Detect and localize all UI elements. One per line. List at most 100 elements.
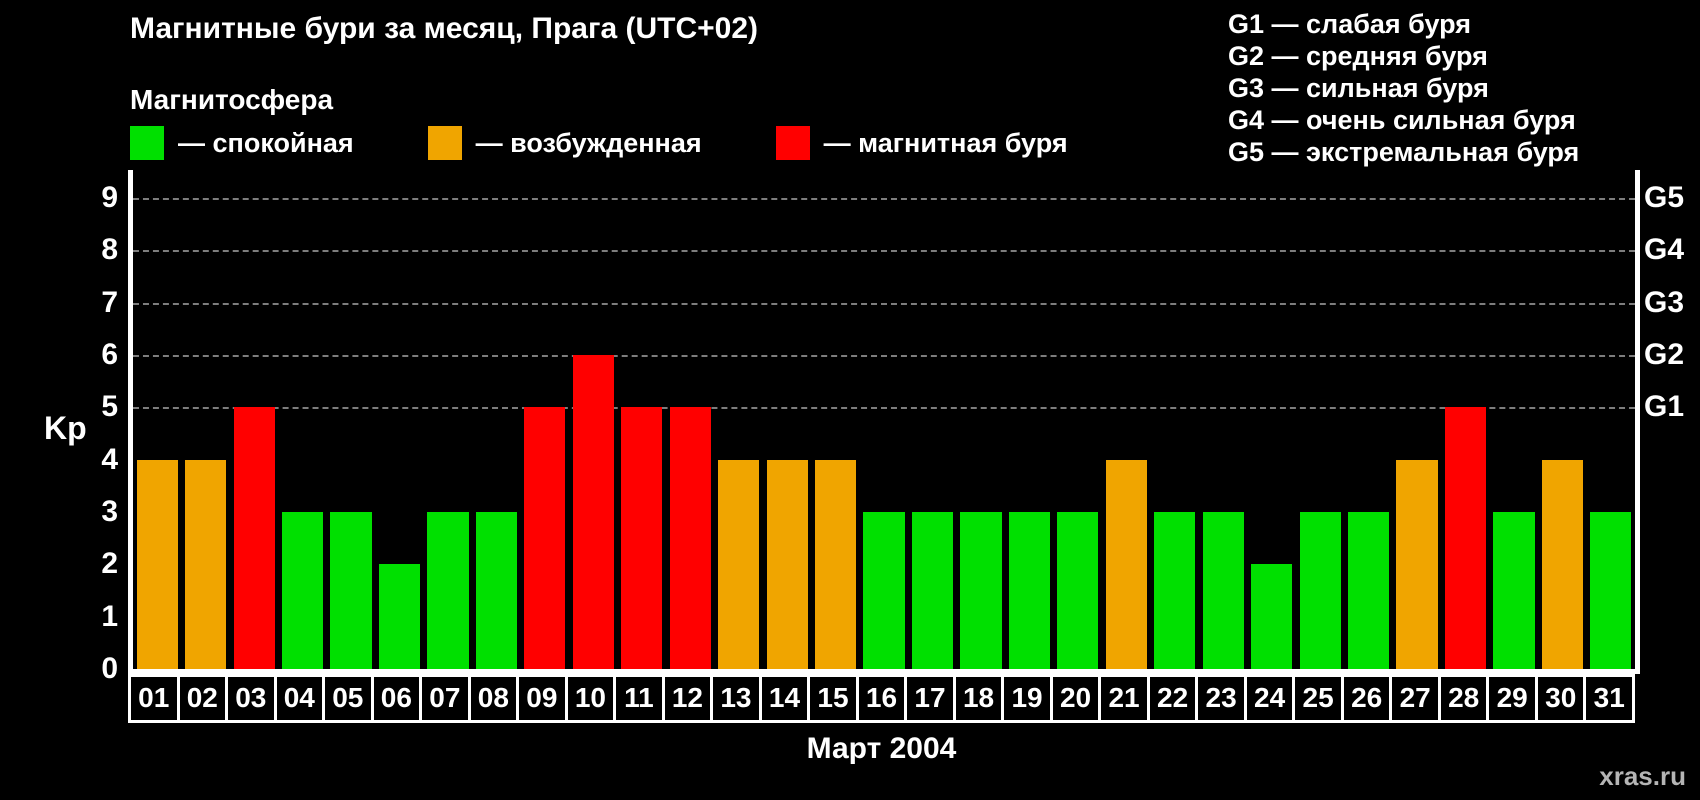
bar [1444,407,1487,669]
bar-slot [1199,170,1247,669]
day-label-cell: 14 [758,674,811,723]
bar-slot [424,170,472,669]
day-label-cell: 01 [128,674,180,723]
y-tick-label: 2 [101,547,118,581]
day-label-cell: 09 [516,674,568,723]
bar-slot [1005,170,1053,669]
g-tick-label: G3 [1644,285,1685,319]
bar-slot [1296,170,1344,669]
bar [475,512,517,669]
gridline [133,355,1635,357]
day-label-cell: 06 [370,674,423,723]
bar-slot [1247,170,1295,669]
storm-swatch [775,126,810,160]
day-label-cell: 26 [1340,674,1393,723]
bar [1202,512,1244,669]
bar-slot [908,170,956,669]
bar-slot [1441,170,1489,669]
g-tick-label: G1 [1644,390,1685,424]
day-label-cell: 21 [1098,674,1150,723]
bar-slot [230,170,278,669]
y-tick-label: 0 [101,652,118,685]
right-axis-ticks: G1 G2 G3 G4 G5 [1644,170,1700,669]
day-label-cell: 13 [710,674,762,723]
y-tick-label: 6 [101,338,118,371]
y-tick-label: 3 [101,495,118,528]
bar [1057,512,1099,669]
bar [1154,512,1196,669]
day-label-cell: 19 [1001,674,1053,723]
g-legend-line: G3 — сильная буря [1228,73,1489,103]
bar [1299,512,1341,669]
bar-slot [957,170,1005,669]
bar [1105,459,1147,669]
bar-slot [860,170,908,669]
bar [572,355,614,669]
y-tick-label: 8 [101,233,118,267]
g-legend-line: G2 — средняя буря [1228,41,1488,71]
day-label-cell: 05 [322,674,374,723]
state-legend: — спокойная — возбужденная — магнитная б… [130,126,1068,160]
bar [669,407,711,669]
day-label-cell: 24 [1243,674,1296,723]
bar [233,407,275,669]
day-label-cell: 20 [1049,674,1102,723]
day-label-cell: 30 [1534,674,1587,723]
gridline [133,302,1635,305]
bar-slot [278,170,326,669]
bar [814,459,857,669]
excited-swatch [427,126,462,160]
bar [427,512,469,669]
x-axis-title: Март 2004 [806,732,957,765]
bar-slot [763,170,811,669]
y-axis-label: Kp [44,410,87,446]
bar [863,512,905,669]
bars-container [133,170,1635,669]
watermark: xras.ru [1599,761,1686,791]
chart-title: Магнитные бури за месяц, Прага (UTC+02) [130,12,759,45]
day-label-cell: 07 [419,674,471,723]
bar [1347,512,1390,669]
day-label-cell: 04 [273,674,326,723]
bar-slot [1054,170,1102,669]
y-tick-label: 9 [101,181,118,214]
bar-slot [1344,170,1392,669]
bar [1396,459,1438,669]
day-label-cell: 29 [1486,674,1538,723]
day-label-cell: 12 [661,674,714,723]
legend-item-quiet: — спокойная [130,126,354,160]
y-tick-label: 5 [101,390,118,424]
bar-slot [1393,170,1441,669]
gridline [133,198,1635,200]
bar-slot [327,170,375,669]
bar-slot [181,170,229,669]
day-label-cell: 10 [564,674,617,723]
quiet-swatch [130,126,164,160]
gridline [133,250,1635,253]
bar [1251,564,1293,669]
bar-slot [133,170,181,669]
y-tick-label: 4 [101,442,118,476]
g-legend-line: G4 — очень сильная буря [1228,105,1576,135]
bar-slot [375,170,423,669]
day-label-cell: 03 [225,674,277,723]
bar-slot [1490,170,1538,669]
bar [718,459,760,669]
bar [330,512,372,669]
g-legend-line: G5 — экстремальная буря [1228,137,1580,167]
day-label-cell: 16 [855,674,908,723]
bar-slot [521,170,569,669]
day-label-cell: 15 [807,674,859,723]
legend-item-storm: — магнитная буря [775,126,1068,160]
day-label-cell: 17 [904,674,956,723]
bar [524,407,566,669]
gridline [133,407,1635,410]
bar-slot [811,170,859,669]
bar [136,459,178,669]
day-label-cell: 11 [613,674,665,723]
day-label-cell: 18 [952,674,1005,723]
day-label-cell: 31 [1583,674,1635,723]
bar-slot [1151,170,1199,669]
g-scale-legend: G1 — слабая буря G2 — средняя буря G3 — … [1228,8,1579,168]
